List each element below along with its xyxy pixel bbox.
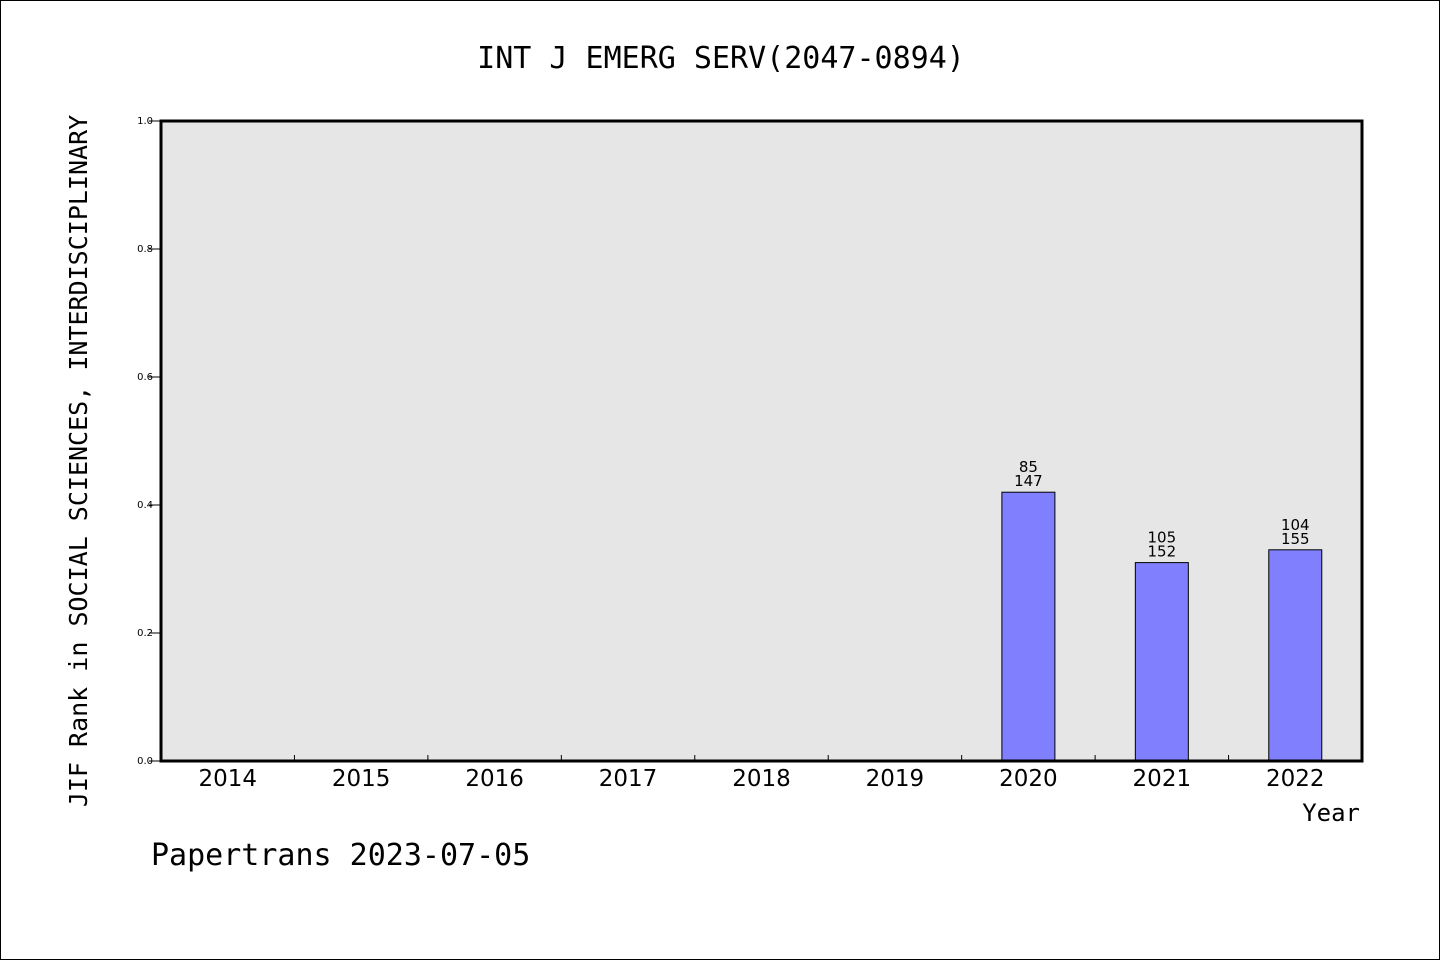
y-tick-label: 0.4: [137, 500, 153, 511]
x-tick-label: 2021: [1133, 766, 1192, 792]
x-tick-label: 2015: [332, 766, 391, 792]
bar-rank-label: 85: [1019, 458, 1038, 476]
x-tick-label: 2019: [866, 766, 925, 792]
x-tick-label: 2016: [465, 766, 524, 792]
x-tick-label: 2022: [1266, 766, 1325, 792]
bar-2022: [1268, 549, 1323, 762]
x-tick-label: 2014: [198, 766, 257, 792]
bar-rank-label: 104: [1281, 516, 1310, 534]
y-tick-label: 0.6: [137, 372, 153, 383]
plot-frame: [159, 119, 1364, 763]
y-tick-label: 0.0: [137, 756, 153, 767]
x-tick-label: 2018: [732, 766, 791, 792]
y-tick-label: 0.8: [137, 244, 153, 255]
x-ticks: 2014 2015 2016 2017 2018 2019 2020 2021 2022: [198, 755, 1325, 792]
y-axis-label: JIF Rank in SOCIAL SCIENCES, INTERDISCIP…: [64, 115, 93, 807]
bar-2021: [1134, 562, 1189, 762]
y-tick-label: 1.0: [137, 116, 153, 127]
bar-total-label: 155: [1281, 530, 1310, 548]
bar-total-label: 152: [1148, 543, 1177, 561]
bar-2020: [1001, 491, 1056, 762]
y-ticks: 0.0 0.2 0.4 0.6 0.8 1.0: [137, 116, 161, 767]
bar-total-label: 147: [1014, 472, 1043, 490]
bar-rank-label: 105: [1148, 529, 1177, 547]
x-tick-label: 2020: [999, 766, 1058, 792]
footer-credit: Papertrans 2023-07-05: [151, 838, 530, 873]
x-tick-label: 2017: [599, 766, 658, 792]
chart-title: INT J EMERG SERV(2047-0894): [477, 41, 965, 76]
y-tick-label: 0.2: [137, 628, 153, 639]
x-axis-label: Year: [1302, 799, 1360, 827]
